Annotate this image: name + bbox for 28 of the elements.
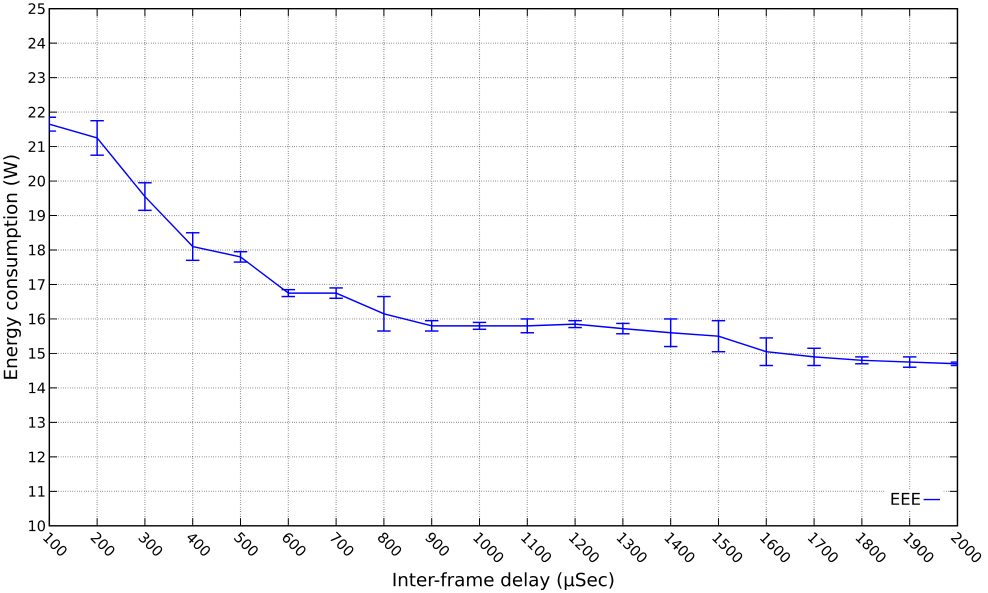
y-tick-label: 24 (28, 38, 46, 48)
y-tick-label: 22 (28, 106, 44, 118)
y-tick-label: 15 (29, 348, 45, 359)
x-tick-label: 900 (425, 532, 449, 556)
y-tick-label: 19 (29, 210, 45, 221)
y-tick-label: 16 (29, 313, 46, 324)
y-tick-label: 25 (28, 3, 45, 14)
y-tick-label: 11 (29, 486, 45, 497)
y-tick-label: 14 (29, 382, 46, 394)
y-tick-label: 21 (28, 141, 45, 152)
legend-label: EEE (892, 492, 920, 505)
y-tick-label: 23 (28, 72, 45, 83)
x-tick-label: 800 (378, 532, 402, 556)
y-tick-label: 17 (29, 279, 45, 290)
y-tick-label: 18 (29, 244, 45, 256)
y-tick-label: 12 (29, 451, 44, 462)
y-tick-label: 20 (28, 175, 45, 186)
x-axis-title: Inter-frame delay (µSec) (394, 572, 614, 590)
x-tick-label: 200 (90, 532, 114, 556)
x-tick-label: 700 (330, 531, 354, 556)
x-tick-label: 300 (138, 532, 162, 556)
x-tick-label: 600 (282, 533, 306, 556)
y-tick-label: 10 (29, 520, 45, 532)
y-tick-label: 13 (29, 416, 45, 428)
x-tick-label: 400 (187, 534, 210, 556)
x-tick-label: 100 (43, 532, 67, 556)
y-axis-title: Energy consumption (W) (3, 155, 21, 379)
x-tick-label: 500 (234, 532, 258, 556)
